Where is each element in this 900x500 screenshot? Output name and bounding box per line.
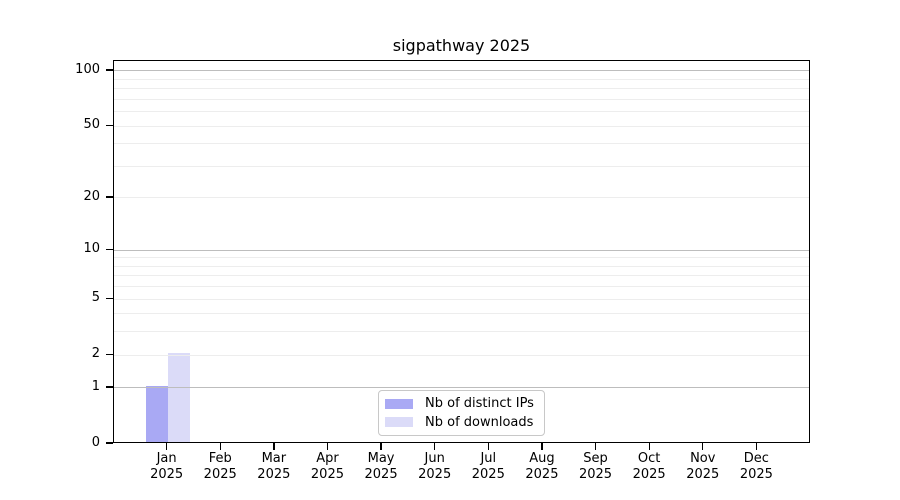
x-tick-label-sep: Sep 2025 — [578, 451, 613, 482]
x-tick-jul — [487, 443, 489, 450]
gridline-minor-90 — [114, 78, 809, 80]
x-tick-label-dec: Dec 2025 — [739, 451, 773, 482]
gridline-minor-40 — [114, 143, 809, 145]
y-tick-label-0: 0 — [91, 435, 100, 450]
y-tick-5 — [106, 297, 113, 299]
bar-nb-of-downloads-jan — [167, 353, 190, 442]
y-tick-label-1: 1 — [91, 378, 100, 394]
gridline-minor-7 — [114, 275, 809, 277]
x-tick-jan — [166, 443, 168, 450]
gridline-minor-80 — [114, 88, 809, 90]
x-tick-aug — [541, 443, 543, 450]
x-tick-label-nov: Nov 2025 — [686, 451, 720, 482]
x-tick-may — [380, 443, 382, 450]
y-tick-1 — [106, 386, 113, 388]
gridline-major-1 — [114, 387, 809, 389]
x-tick-jun — [434, 443, 436, 450]
gridline-minor-50 — [114, 125, 809, 127]
x-tick-label-apr: Apr 2025 — [310, 451, 344, 482]
gridline-minor-9 — [114, 257, 809, 259]
gridline-minor-70 — [114, 98, 809, 100]
x-tick-feb — [219, 443, 221, 450]
bar-nb-of-distinct-ips-jan — [145, 385, 168, 442]
gridline-major-10 — [114, 249, 809, 251]
gridline-minor-60 — [114, 111, 809, 113]
legend-swatch-downloads — [385, 417, 413, 428]
x-tick-mar — [273, 443, 275, 450]
legend-label-downloads: Nb of downloads — [425, 414, 534, 430]
gridline-minor-6 — [114, 286, 809, 288]
y-tick-50 — [106, 124, 113, 126]
x-tick-label-may: May 2025 — [364, 451, 398, 482]
gridline-minor-4 — [114, 313, 809, 315]
gridline-minor-3 — [114, 331, 809, 333]
x-tick-label-oct: Oct 2025 — [632, 451, 666, 482]
y-tick-label-20: 20 — [83, 188, 100, 204]
y-tick-label-100: 100 — [75, 61, 100, 77]
x-tick-label-aug: Aug 2025 — [525, 451, 559, 482]
y-tick-label-50: 50 — [83, 117, 100, 133]
y-tick-label-2: 2 — [91, 346, 100, 362]
y-tick-100 — [106, 69, 113, 71]
legend-label-distinct-ips: Nb of distinct IPs — [425, 396, 534, 412]
gridline-minor-20 — [114, 197, 809, 199]
gridline-minor-2 — [114, 354, 809, 356]
x-tick-apr — [326, 443, 329, 450]
gridline-minor-30 — [114, 165, 809, 167]
x-tick-label-jan: Jan 2025 — [150, 451, 184, 482]
gridline-minor-8 — [114, 265, 809, 267]
plot-area — [113, 60, 810, 443]
y-tick-10 — [106, 248, 113, 250]
x-tick-sep — [594, 443, 597, 450]
x-tick-label-jul: Jul 2025 — [471, 451, 505, 482]
gridline-major-100 — [114, 70, 809, 72]
x-tick-dec — [755, 443, 758, 450]
chart-title: sigpathway 2025 — [392, 36, 531, 55]
x-tick-oct — [648, 443, 650, 450]
x-tick-label-feb: Feb 2025 — [203, 451, 237, 482]
legend-entry-downloads: Nb of downloads — [385, 415, 538, 430]
gridline-minor-5 — [114, 298, 809, 300]
y-tick-label-10: 10 — [83, 241, 100, 257]
x-tick-nov — [702, 443, 704, 450]
legend-entry-distinct-ips: Nb of distinct IPs — [385, 396, 538, 411]
x-tick-label-mar: Mar 2025 — [257, 451, 291, 482]
legend-swatch-distinct-ips — [385, 398, 413, 409]
y-tick-2 — [106, 353, 113, 355]
legend: Nb of distinct IPs Nb of downloads — [378, 390, 545, 436]
y-tick-label-5: 5 — [91, 290, 100, 306]
x-tick-label-jun: Jun 2025 — [418, 451, 452, 482]
y-tick-20 — [106, 196, 113, 198]
y-tick-0 — [106, 442, 113, 444]
